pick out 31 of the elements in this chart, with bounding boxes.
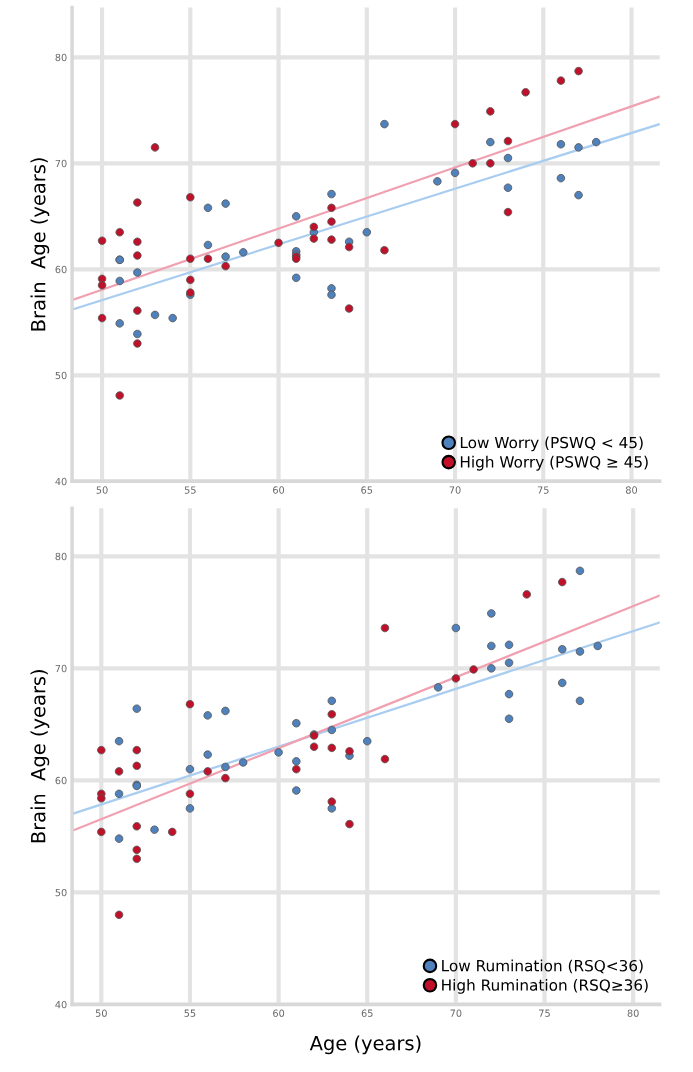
y-tick-label: 40 — [55, 477, 67, 486]
x-tick-label: 80 — [625, 486, 638, 494]
y-tick-label: 60 — [55, 265, 67, 274]
x-tick-label: 75 — [539, 1009, 550, 1017]
x-tick-label: 55 — [184, 1009, 196, 1017]
y-axis-title: Brain Age (years) — [30, 158, 50, 331]
legend-label: Low Rumination (RSQ<36) — [442, 959, 643, 974]
x-tick-label: 55 — [184, 486, 196, 494]
legend-label: Low Worry (PSWQ < 45) — [460, 436, 643, 452]
y-tick-label: 80 — [55, 552, 67, 561]
legend-label: High Rumination (RSQ≥36) — [442, 978, 648, 994]
y-axis-title: Brain Age (years) — [30, 670, 50, 843]
x-tick-label: 65 — [361, 486, 373, 494]
x-tick-label: 60 — [273, 486, 285, 494]
y-tick-label: 50 — [55, 371, 67, 380]
x-tick-label: 80 — [627, 1009, 639, 1017]
x-tick-label: 75 — [537, 486, 549, 494]
y-tick-label: 70 — [55, 664, 67, 673]
x-tick-label: 70 — [449, 486, 461, 494]
y-tick-label: 80 — [55, 53, 67, 62]
x-tick-label: 50 — [96, 486, 108, 494]
x-tick-label: 60 — [273, 1009, 285, 1017]
x-axis-title: Age (years) — [309, 1035, 421, 1055]
legend-label: High Worry (PSWQ ≥ 45) — [460, 455, 648, 471]
x-tick-label: 65 — [361, 1009, 373, 1017]
x-tick-label: 70 — [450, 1009, 462, 1017]
x-tick-label: 50 — [95, 1009, 107, 1017]
y-tick-label: 50 — [55, 888, 67, 897]
y-tick-label: 40 — [55, 1000, 67, 1009]
y-tick-label: 60 — [55, 776, 67, 785]
y-tick-label: 70 — [55, 159, 67, 168]
